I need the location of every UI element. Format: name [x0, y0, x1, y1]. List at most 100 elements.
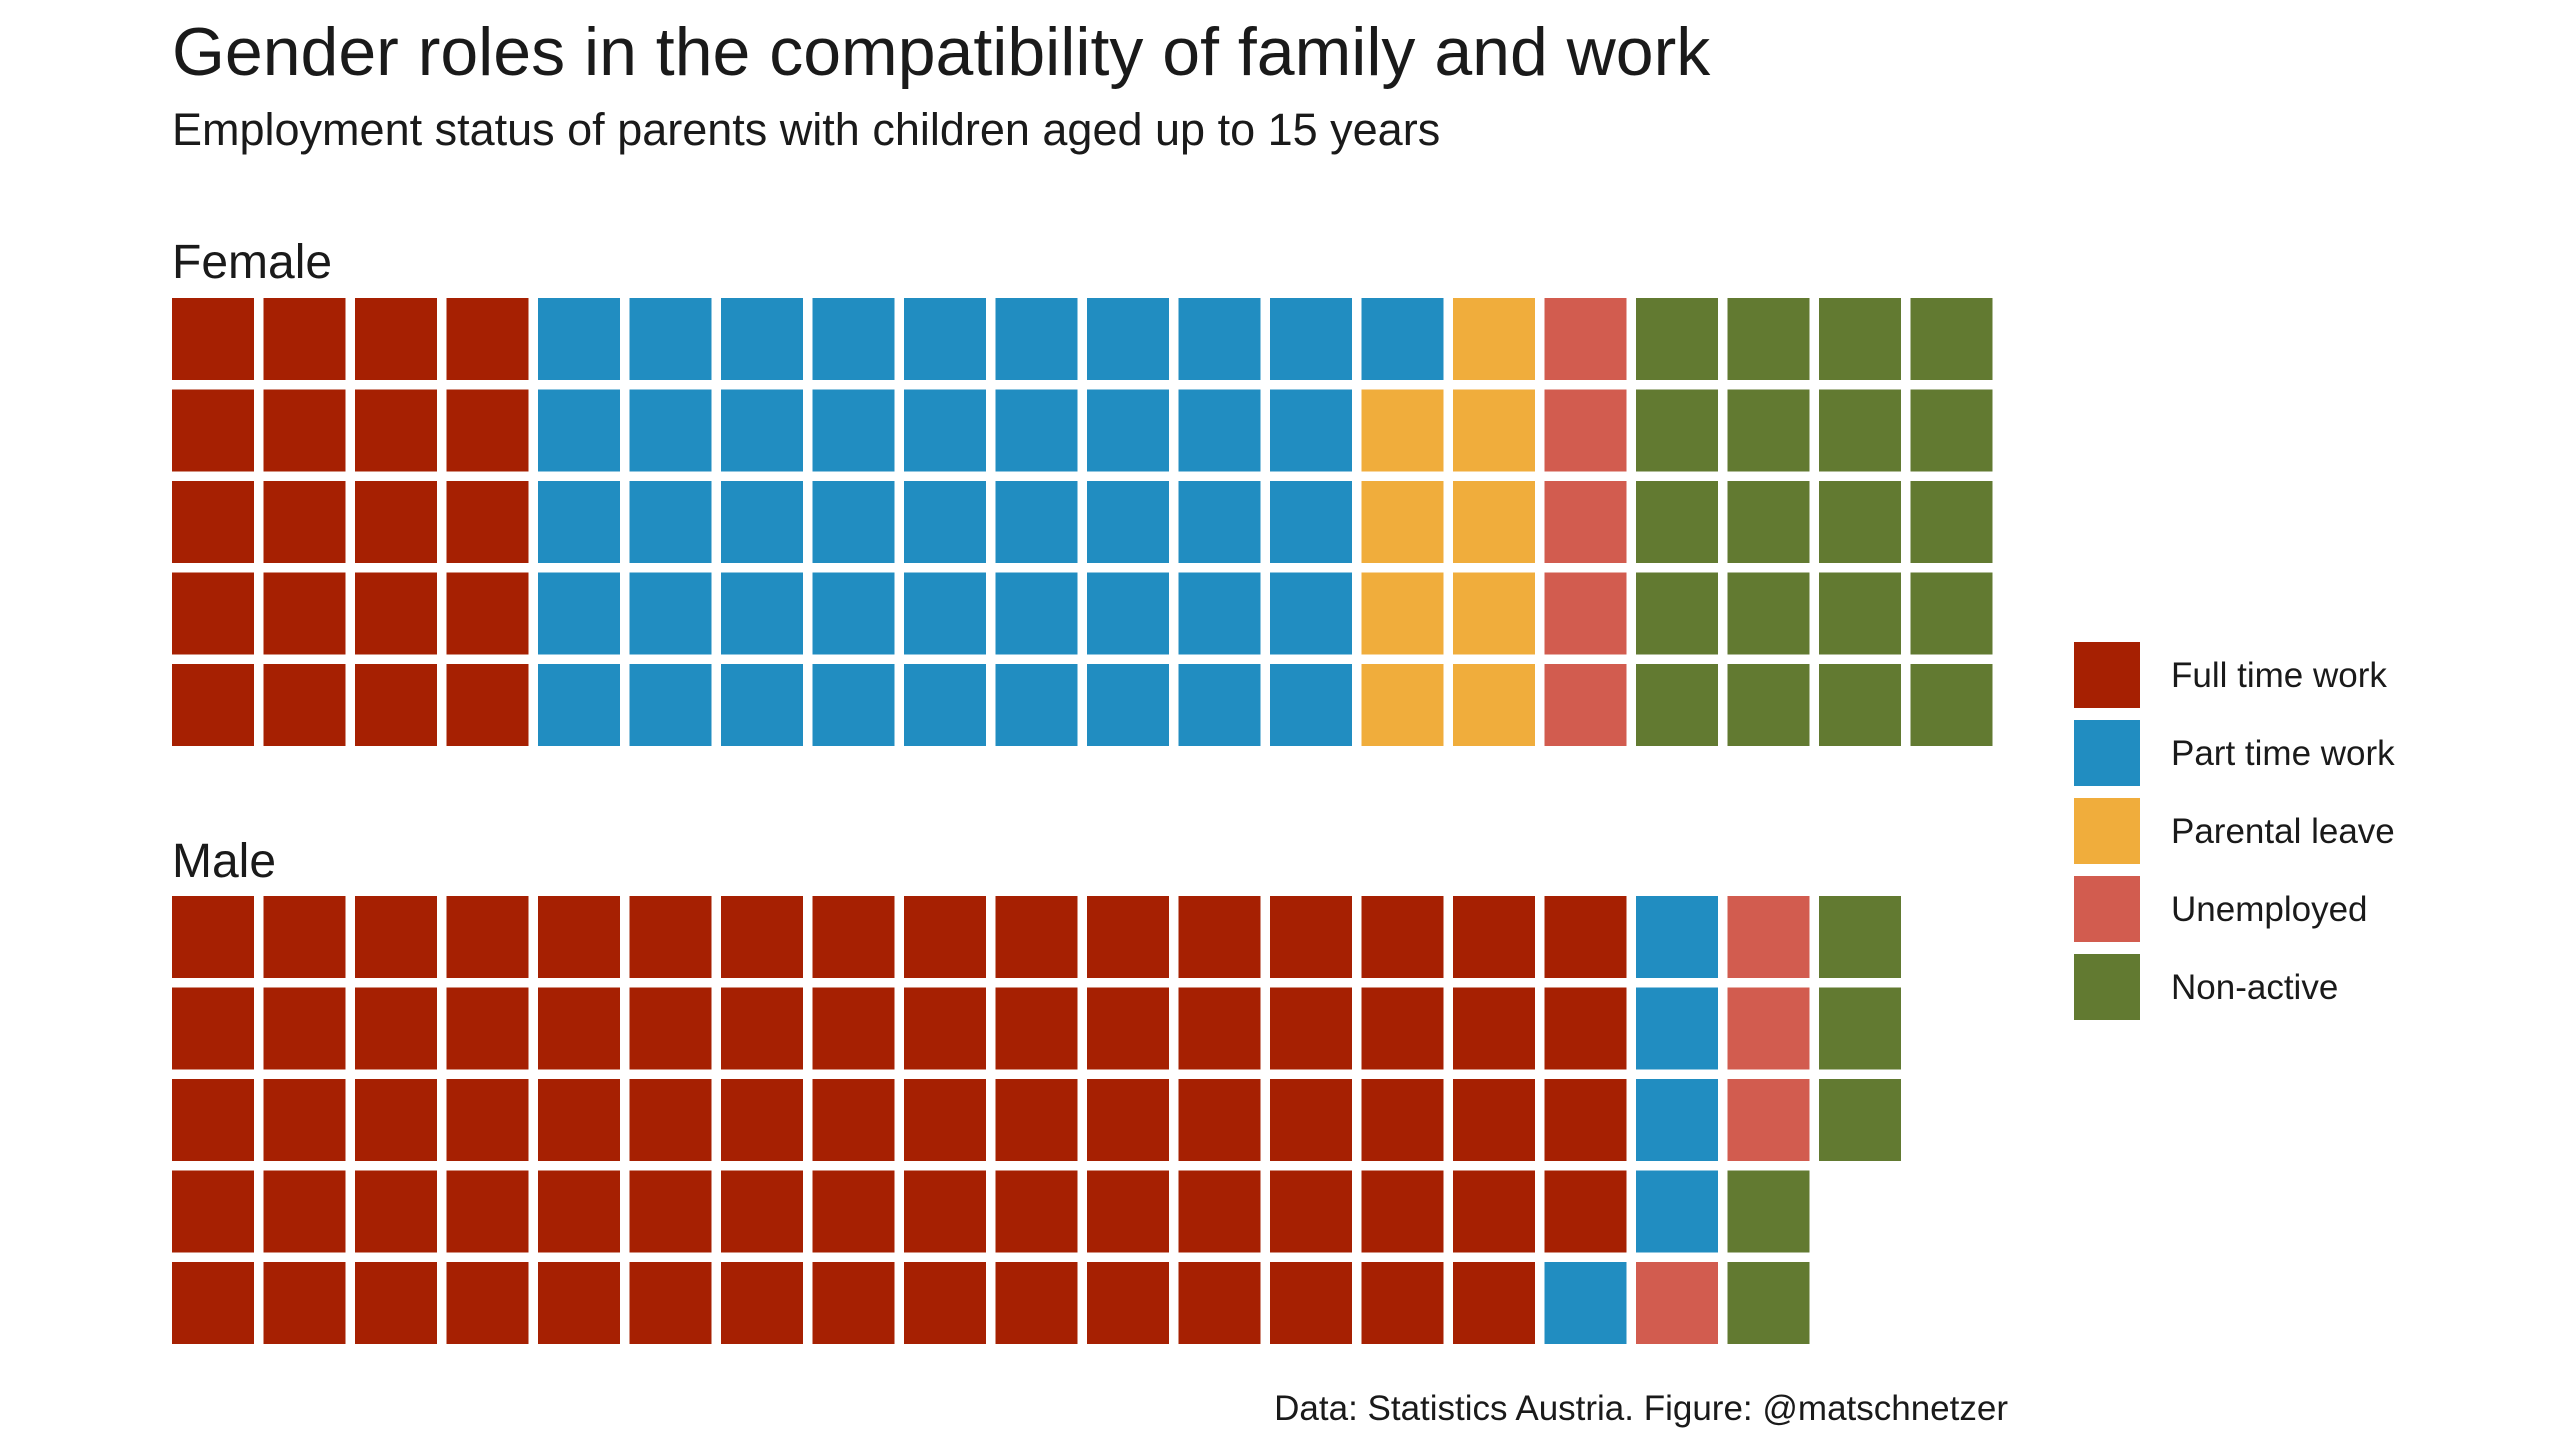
legend-swatch — [2074, 876, 2140, 942]
waffle-cell — [1087, 1079, 1169, 1161]
waffle-cell — [355, 1079, 437, 1161]
waffle-cell — [1819, 1170, 1901, 1253]
waffle-cell — [172, 987, 254, 1070]
waffle-cell — [1819, 481, 1901, 563]
waffle-cell — [172, 572, 254, 655]
waffle-cell — [629, 389, 712, 472]
waffle-cell — [904, 987, 986, 1070]
waffle-cell — [1087, 572, 1169, 655]
chart-subtitle: Employment status of parents with childr… — [172, 104, 1440, 155]
waffle-cell — [355, 896, 437, 978]
waffle-cell — [1544, 664, 1627, 746]
waffle-cell — [1453, 1262, 1535, 1344]
waffle-cell — [995, 298, 1078, 380]
waffle-cell — [1453, 1079, 1535, 1161]
waffle-cell — [172, 298, 254, 380]
waffle-cell — [538, 1262, 620, 1344]
waffle-cell — [355, 298, 437, 380]
waffle-panels: Female Male — [172, 236, 1993, 1344]
waffle-cell — [995, 572, 1078, 655]
waffle-cell — [1270, 664, 1352, 746]
waffle-cell — [812, 1262, 895, 1344]
waffle-cell — [1544, 572, 1627, 655]
waffle-cell — [446, 1262, 529, 1344]
waffle-cell — [1453, 896, 1535, 978]
legend-swatch — [2074, 954, 2140, 1020]
waffle-cell — [1727, 1079, 1810, 1161]
waffle-cell — [812, 987, 895, 1070]
waffle-cell — [1727, 664, 1810, 746]
waffle-cell — [355, 1262, 437, 1344]
waffle-cell — [538, 481, 620, 563]
waffle-cell — [446, 481, 529, 563]
waffle-cell — [1544, 389, 1627, 472]
waffle-cell — [538, 572, 620, 655]
waffle-cell — [1636, 389, 1718, 472]
waffle-cell — [263, 572, 346, 655]
waffle-panel-male: Male — [172, 835, 1993, 1344]
waffle-cell — [355, 481, 437, 563]
waffle-cell — [446, 298, 529, 380]
waffle-cell — [1087, 1262, 1169, 1344]
waffle-cell — [172, 1262, 254, 1344]
waffle-cell — [1727, 987, 1810, 1070]
waffle-cell — [1910, 481, 1993, 563]
waffle-cell — [446, 389, 529, 472]
waffle-cell — [263, 1079, 346, 1161]
waffle-cell — [446, 1079, 529, 1161]
waffle-cell — [1270, 572, 1352, 655]
waffle-cell — [1178, 664, 1261, 746]
legend-label: Part time work — [2171, 734, 2395, 773]
waffle-cell — [1178, 298, 1261, 380]
waffle-cell — [1910, 298, 1993, 380]
waffle-cell — [995, 389, 1078, 472]
waffle-cell — [812, 1079, 895, 1161]
waffle-cell — [1910, 664, 1993, 746]
waffle-cell — [446, 987, 529, 1070]
panel-label: Male — [172, 835, 276, 888]
waffle-cell — [1270, 298, 1352, 380]
waffle-cell — [1087, 1170, 1169, 1253]
waffle-cell — [263, 1170, 346, 1253]
waffle-cell — [721, 1262, 803, 1344]
waffle-cell — [263, 987, 346, 1070]
waffle-cell — [1636, 298, 1718, 380]
waffle-cell — [263, 298, 346, 380]
waffle-cell — [721, 987, 803, 1070]
legend-swatch — [2074, 798, 2140, 864]
waffle-cell — [1544, 1170, 1627, 1253]
waffle-cell — [1178, 1079, 1261, 1161]
waffle-cell — [1270, 1079, 1352, 1161]
waffle-cell — [1361, 1262, 1444, 1344]
waffle-cell — [812, 1170, 895, 1253]
waffle-cell — [263, 896, 346, 978]
legend-item: Parental leave — [2074, 798, 2395, 864]
waffle-cell — [1819, 572, 1901, 655]
waffle-cell — [172, 664, 254, 746]
waffle-cell — [995, 664, 1078, 746]
waffle-cell — [263, 481, 346, 563]
waffle-cell — [1636, 896, 1718, 978]
waffle-cell — [1819, 987, 1901, 1070]
waffle-cell — [1544, 298, 1627, 380]
waffle-cell — [263, 389, 346, 472]
legend-item: Full time work — [2074, 642, 2387, 708]
waffle-cell — [355, 664, 437, 746]
waffle-cell — [721, 481, 803, 563]
waffle-cell — [1819, 298, 1901, 380]
waffle-cell — [812, 298, 895, 380]
waffle-cell — [629, 481, 712, 563]
waffle-cell — [355, 987, 437, 1070]
waffle-cell — [1270, 987, 1352, 1070]
waffle-cell — [1178, 896, 1261, 978]
waffle-cell — [721, 896, 803, 978]
waffle-cell — [1453, 664, 1535, 746]
waffle-cell — [721, 572, 803, 655]
legend-item: Non-active — [2074, 954, 2338, 1020]
legend-label: Non-active — [2171, 968, 2338, 1007]
waffle-cell — [904, 896, 986, 978]
waffle-cell — [995, 987, 1078, 1070]
waffle-cell — [1361, 481, 1444, 563]
chart-title: Gender roles in the compatibility of fam… — [172, 14, 1711, 90]
waffle-cell — [263, 664, 346, 746]
